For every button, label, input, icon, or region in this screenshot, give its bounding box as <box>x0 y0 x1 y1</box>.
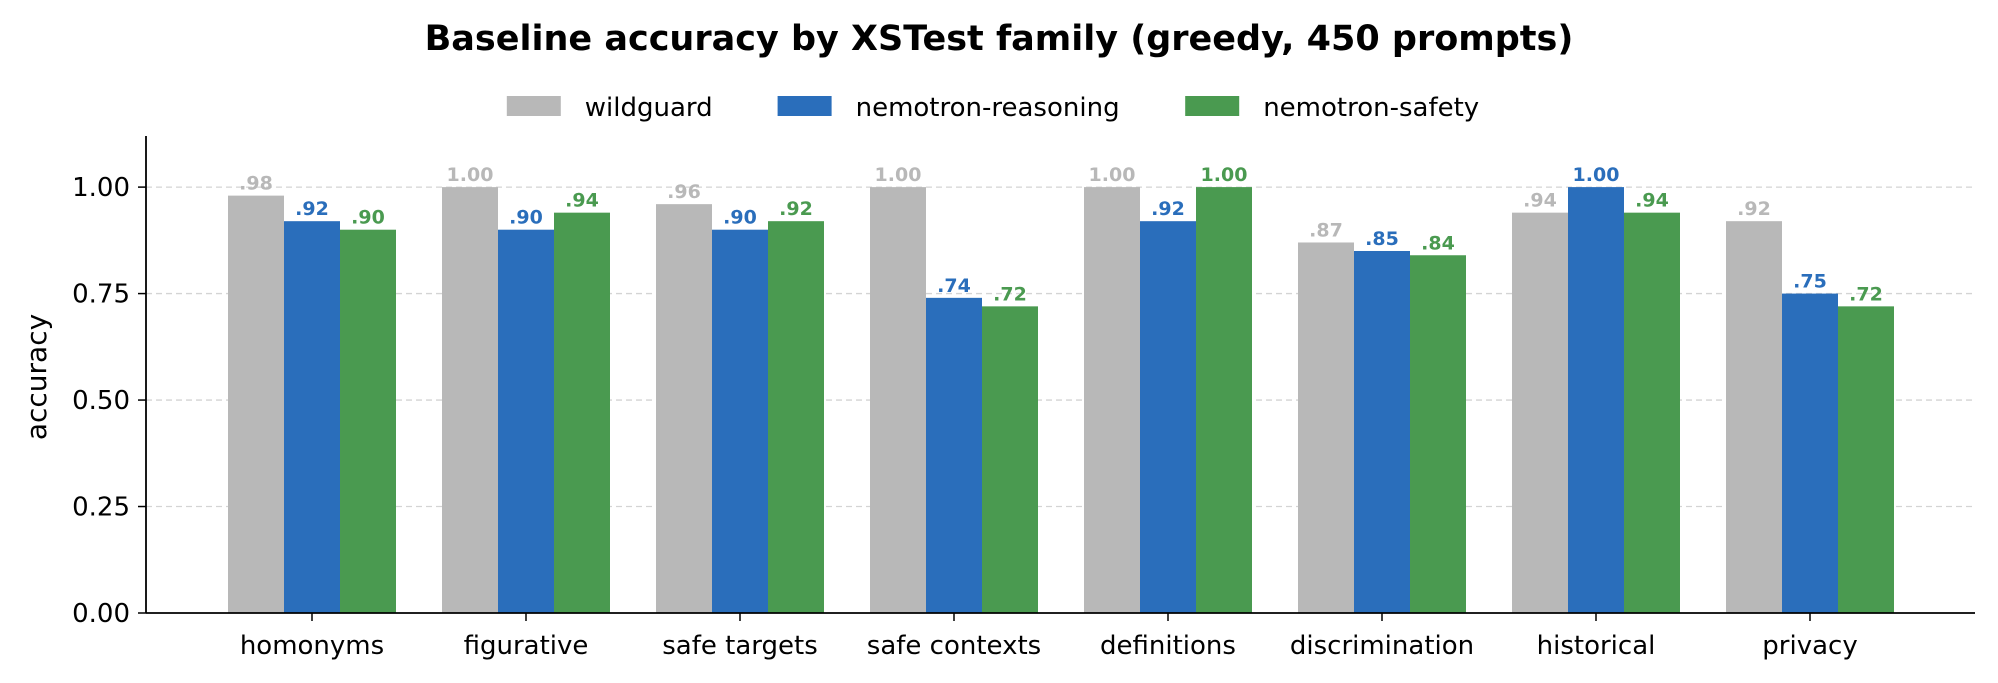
chart-title: Baseline accuracy by XSTest family (gree… <box>425 19 1574 59</box>
bar <box>340 229 396 614</box>
bar-value-label: .84 <box>1421 232 1455 254</box>
bar-value-label: 1.00 <box>1201 164 1248 186</box>
y-tick-label: 0.25 <box>72 493 130 523</box>
bar-value-label: 1.00 <box>1089 164 1136 186</box>
bar <box>1084 187 1140 613</box>
y-tick-label: 0.75 <box>72 280 130 310</box>
legend-label: wildguard <box>585 93 713 123</box>
x-tick-label: historical <box>1537 631 1656 661</box>
y-tick-label: 0.50 <box>72 386 130 416</box>
bar-value-label: .75 <box>1793 271 1827 293</box>
bars <box>228 187 1894 614</box>
bar <box>1354 250 1410 613</box>
bar-value-labels: .98 .92 .90 1.00 .90 .94 .96 .90 .92 1.00 .74 .72 1.… <box>239 164 1883 305</box>
legend-swatch <box>777 96 832 116</box>
x-tick-label: definitions <box>1100 631 1236 661</box>
bar-value-label: .92 <box>295 198 329 220</box>
bar <box>442 187 498 613</box>
bar-value-label: .96 <box>667 181 701 203</box>
legend-label: nemotron-safety <box>1263 93 1479 123</box>
bar <box>1782 293 1838 613</box>
bar-value-label: .90 <box>351 207 385 229</box>
bar-value-label: .92 <box>779 198 813 220</box>
legend: wildguard nemotron-reasoning nemotron-safe… <box>506 93 1479 123</box>
bar <box>870 187 926 613</box>
bar-value-label: 1.00 <box>447 164 494 186</box>
x-tick-label: safe contexts <box>867 631 1041 661</box>
legend-swatch <box>1185 96 1240 116</box>
bar <box>228 195 284 613</box>
bar <box>554 212 610 614</box>
bar <box>1410 255 1466 613</box>
bar <box>1140 221 1196 613</box>
bar-value-label: .87 <box>1309 219 1343 241</box>
bar-value-label: .85 <box>1365 228 1399 250</box>
bar-value-label: .94 <box>1523 190 1557 212</box>
bar <box>284 221 340 613</box>
x-tick-label: figurative <box>464 631 589 661</box>
bar <box>1298 242 1354 614</box>
bar-value-label: .90 <box>723 207 757 229</box>
bar <box>656 204 712 613</box>
bar-value-label: .90 <box>509 207 543 229</box>
axes <box>138 136 1975 621</box>
bar <box>498 229 554 614</box>
x-tick-label: safe targets <box>662 631 818 661</box>
bar <box>1726 221 1782 613</box>
bar <box>1512 212 1568 614</box>
bar-value-label: .72 <box>993 283 1027 305</box>
bar <box>1624 212 1680 614</box>
bar-value-label: 1.00 <box>875 164 922 186</box>
x-tick-label: privacy <box>1762 631 1857 661</box>
bar-value-label: .94 <box>565 190 599 212</box>
bar-value-label: .98 <box>239 173 273 195</box>
bar-value-label: .94 <box>1635 190 1669 212</box>
bar-value-label: .92 <box>1737 198 1771 220</box>
gridlines <box>146 186 1975 508</box>
bar-value-label: .74 <box>937 275 971 297</box>
legend-swatch <box>506 96 561 116</box>
y-tick-label: 0.00 <box>72 599 130 629</box>
bar-value-label: 1.00 <box>1573 164 1620 186</box>
bar-value-label: .72 <box>1849 283 1883 305</box>
bar <box>982 306 1038 613</box>
y-axis-label: accuracy <box>20 314 53 440</box>
x-tick-label: discrimination <box>1290 631 1474 661</box>
bar <box>712 229 768 614</box>
x-tick-labels: homonyms figurative safe targets safe conte… <box>240 631 1858 661</box>
bar <box>768 221 824 613</box>
x-tick-label: homonyms <box>240 631 384 661</box>
bar <box>1568 187 1624 613</box>
y-tick-labels: 0.00 0.25 0.50 0.75 1.00 <box>72 173 130 629</box>
bar <box>1838 306 1894 613</box>
bar-value-label: .92 <box>1151 198 1185 220</box>
y-tick-label: 1.00 <box>72 173 130 203</box>
legend-label: nemotron-reasoning <box>856 93 1120 123</box>
bar <box>926 297 982 613</box>
bar <box>1196 187 1252 613</box>
